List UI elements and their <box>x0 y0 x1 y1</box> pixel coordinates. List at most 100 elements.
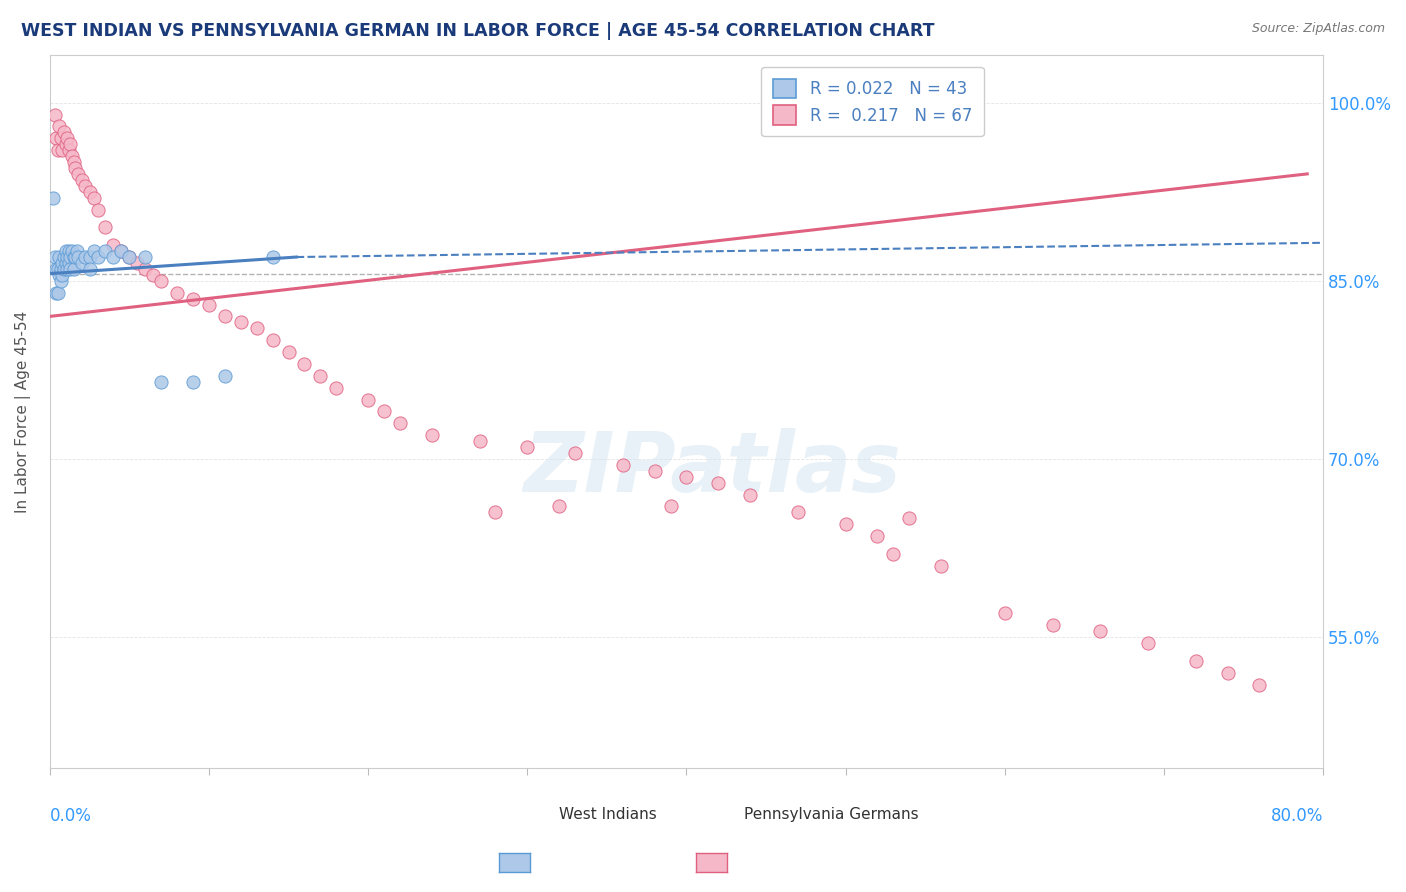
Point <box>79 250 101 264</box>
Text: ZIPatlas: ZIPatlas <box>523 428 901 509</box>
Point <box>181 375 204 389</box>
Point <box>86 202 108 217</box>
Point <box>325 381 347 395</box>
Point <box>110 244 132 258</box>
Point <box>73 178 96 193</box>
Point <box>103 238 125 252</box>
Point <box>59 250 82 264</box>
Point <box>62 250 84 264</box>
Point <box>59 137 82 152</box>
Point <box>56 131 79 145</box>
Point <box>56 261 79 276</box>
Point <box>51 143 73 157</box>
Point <box>246 321 269 335</box>
Point <box>214 368 236 383</box>
Point <box>659 500 682 514</box>
Point <box>94 220 117 235</box>
Point <box>388 417 411 431</box>
Point <box>103 250 125 264</box>
Point <box>70 173 93 187</box>
Point <box>110 244 132 258</box>
Point <box>58 244 80 258</box>
Point <box>740 487 762 501</box>
Point <box>612 458 634 472</box>
Point <box>564 446 586 460</box>
Point <box>46 285 69 300</box>
Point <box>294 357 316 371</box>
Point <box>51 268 73 282</box>
Point <box>134 261 156 276</box>
Point <box>866 529 889 543</box>
Point <box>229 315 252 329</box>
Point <box>45 285 67 300</box>
Point <box>166 285 188 300</box>
Point <box>127 256 149 270</box>
Point <box>134 250 156 264</box>
Point <box>181 292 204 306</box>
Point <box>55 137 77 152</box>
Point <box>150 274 173 288</box>
Point <box>44 250 66 264</box>
Point <box>55 256 77 270</box>
Point <box>142 268 165 282</box>
Point <box>48 250 70 264</box>
Point <box>46 143 69 157</box>
Point <box>70 256 93 270</box>
Point <box>786 505 808 519</box>
Point <box>675 469 697 483</box>
Point <box>73 250 96 264</box>
Point <box>516 440 538 454</box>
Point <box>60 244 83 258</box>
Point <box>357 392 380 407</box>
Point <box>1042 618 1064 632</box>
Point <box>834 517 856 532</box>
Point <box>373 404 395 418</box>
Point <box>53 250 76 264</box>
Point <box>898 511 921 525</box>
Point <box>420 428 443 442</box>
Point <box>882 547 904 561</box>
Point <box>83 191 105 205</box>
Point <box>58 143 80 157</box>
Point <box>48 268 70 282</box>
Point <box>929 558 952 573</box>
Point <box>56 250 79 264</box>
Point <box>67 167 90 181</box>
Point <box>277 345 299 359</box>
Point <box>1249 677 1271 691</box>
Point <box>548 500 571 514</box>
Point <box>83 244 105 258</box>
Point <box>67 250 90 264</box>
Point <box>1184 654 1206 668</box>
Y-axis label: In Labor Force | Age 45-54: In Labor Force | Age 45-54 <box>15 310 31 513</box>
Point <box>468 434 491 449</box>
Point <box>53 125 76 139</box>
Point <box>55 244 77 258</box>
Point <box>1090 624 1112 639</box>
Point <box>53 261 76 276</box>
Point <box>79 261 101 276</box>
Point <box>48 120 70 134</box>
Point <box>49 261 72 276</box>
Point <box>51 256 73 270</box>
Point <box>86 250 108 264</box>
Point <box>1137 636 1160 650</box>
Point <box>1216 665 1239 680</box>
Point <box>63 161 86 175</box>
Point <box>45 131 67 145</box>
Point <box>94 244 117 258</box>
Point <box>214 310 236 324</box>
Point <box>118 250 141 264</box>
Point <box>63 250 86 264</box>
Point <box>150 375 173 389</box>
Point <box>59 261 82 276</box>
Text: 80.0%: 80.0% <box>1271 807 1323 825</box>
Point <box>484 505 506 519</box>
Point <box>994 607 1017 621</box>
Point <box>62 261 84 276</box>
Point <box>309 368 332 383</box>
Text: Pennsylvania Germans: Pennsylvania Germans <box>744 807 918 822</box>
Point <box>198 297 221 311</box>
Point <box>44 107 66 121</box>
Point <box>66 244 89 258</box>
